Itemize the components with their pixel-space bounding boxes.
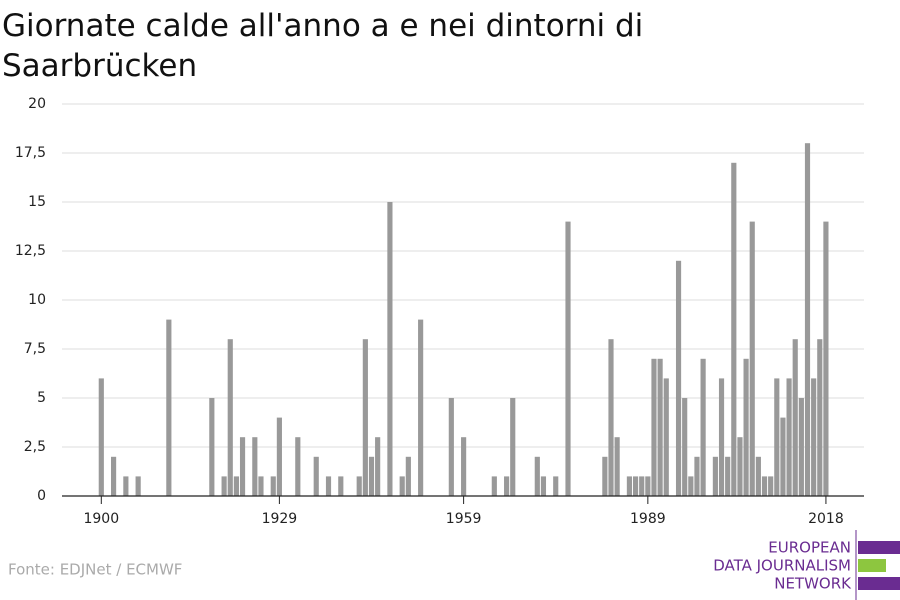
bar	[375, 437, 381, 496]
x-tick-label: 1900	[83, 511, 119, 527]
bar	[540, 476, 547, 496]
bar	[614, 437, 620, 496]
bar	[405, 456, 411, 496]
bar	[718, 378, 725, 496]
bar	[682, 398, 688, 496]
bar	[663, 378, 669, 496]
bar	[786, 378, 792, 496]
bar	[639, 476, 645, 496]
bar	[804, 143, 811, 496]
bar	[504, 476, 510, 496]
bar	[553, 476, 559, 496]
y-tick-label: 15	[28, 194, 46, 210]
bar	[276, 417, 282, 496]
bar	[675, 260, 682, 496]
bar	[166, 319, 172, 496]
bar	[313, 456, 319, 496]
y-tick-label: 12,5	[15, 243, 46, 259]
bar	[270, 476, 276, 496]
bar	[725, 456, 731, 496]
bar	[362, 339, 368, 496]
bar	[688, 476, 694, 496]
bar	[368, 456, 375, 496]
logo-bar	[858, 541, 900, 554]
y-tick-label: 5	[37, 390, 46, 406]
bar	[774, 378, 780, 496]
bar	[737, 437, 743, 496]
bar	[780, 417, 786, 496]
bar	[135, 476, 141, 496]
y-tick-label: 10	[28, 292, 46, 308]
bar	[387, 202, 393, 496]
bar	[749, 221, 755, 496]
bar	[295, 437, 301, 496]
bar	[209, 398, 215, 496]
y-tick-label: 20	[28, 96, 46, 112]
bar	[755, 456, 761, 496]
bar	[602, 456, 608, 496]
bar	[338, 476, 344, 496]
bar	[608, 339, 614, 496]
chart-title: Giornate calde all'anno a e nei dintorni…	[2, 8, 644, 84]
bar	[491, 476, 497, 496]
bar	[700, 358, 706, 496]
bar	[792, 339, 798, 496]
logo-text: NETWORK	[774, 575, 852, 593]
logo-bar	[858, 577, 900, 590]
x-tick-label: 1989	[630, 511, 666, 527]
bar	[823, 221, 829, 496]
bar	[761, 476, 768, 496]
bar	[626, 476, 632, 496]
bar	[632, 476, 639, 496]
bar	[510, 398, 516, 496]
x-tick-label: 2018	[808, 511, 844, 527]
y-tick-label: 17,5	[15, 145, 46, 161]
y-tick-label: 0	[37, 488, 46, 504]
bar	[645, 476, 651, 496]
bar	[694, 456, 700, 496]
y-tick-label: 2,5	[24, 439, 46, 455]
x-tick-label: 1959	[446, 511, 482, 527]
bar	[252, 437, 258, 496]
source: Fonte: EDJNet / ECMWF	[8, 561, 182, 579]
bar	[811, 378, 817, 496]
bar	[418, 319, 424, 496]
bar	[731, 162, 737, 497]
bar	[325, 476, 332, 496]
y-tick-label: 7,5	[24, 341, 46, 357]
bar	[768, 476, 774, 496]
bar	[448, 398, 454, 496]
bar	[565, 221, 571, 496]
bar	[399, 476, 405, 496]
logo-text: DATA JOURNALISM	[713, 557, 851, 575]
logo-bar	[858, 559, 886, 572]
bar	[712, 456, 718, 496]
bar	[123, 476, 129, 496]
bar	[798, 398, 804, 496]
bar	[743, 358, 749, 496]
bar	[461, 437, 467, 496]
bar	[111, 456, 117, 496]
bar	[233, 476, 239, 496]
bar	[98, 378, 104, 496]
bar	[221, 476, 227, 496]
bar	[356, 476, 362, 496]
bar	[534, 456, 540, 496]
x-tick-label: 1929	[262, 511, 298, 527]
logo-text: EUROPEAN	[768, 539, 851, 557]
bar	[227, 339, 233, 496]
bar	[651, 358, 657, 496]
bar	[239, 437, 246, 496]
bar	[817, 339, 823, 496]
bar	[657, 358, 663, 496]
bar	[258, 476, 264, 496]
